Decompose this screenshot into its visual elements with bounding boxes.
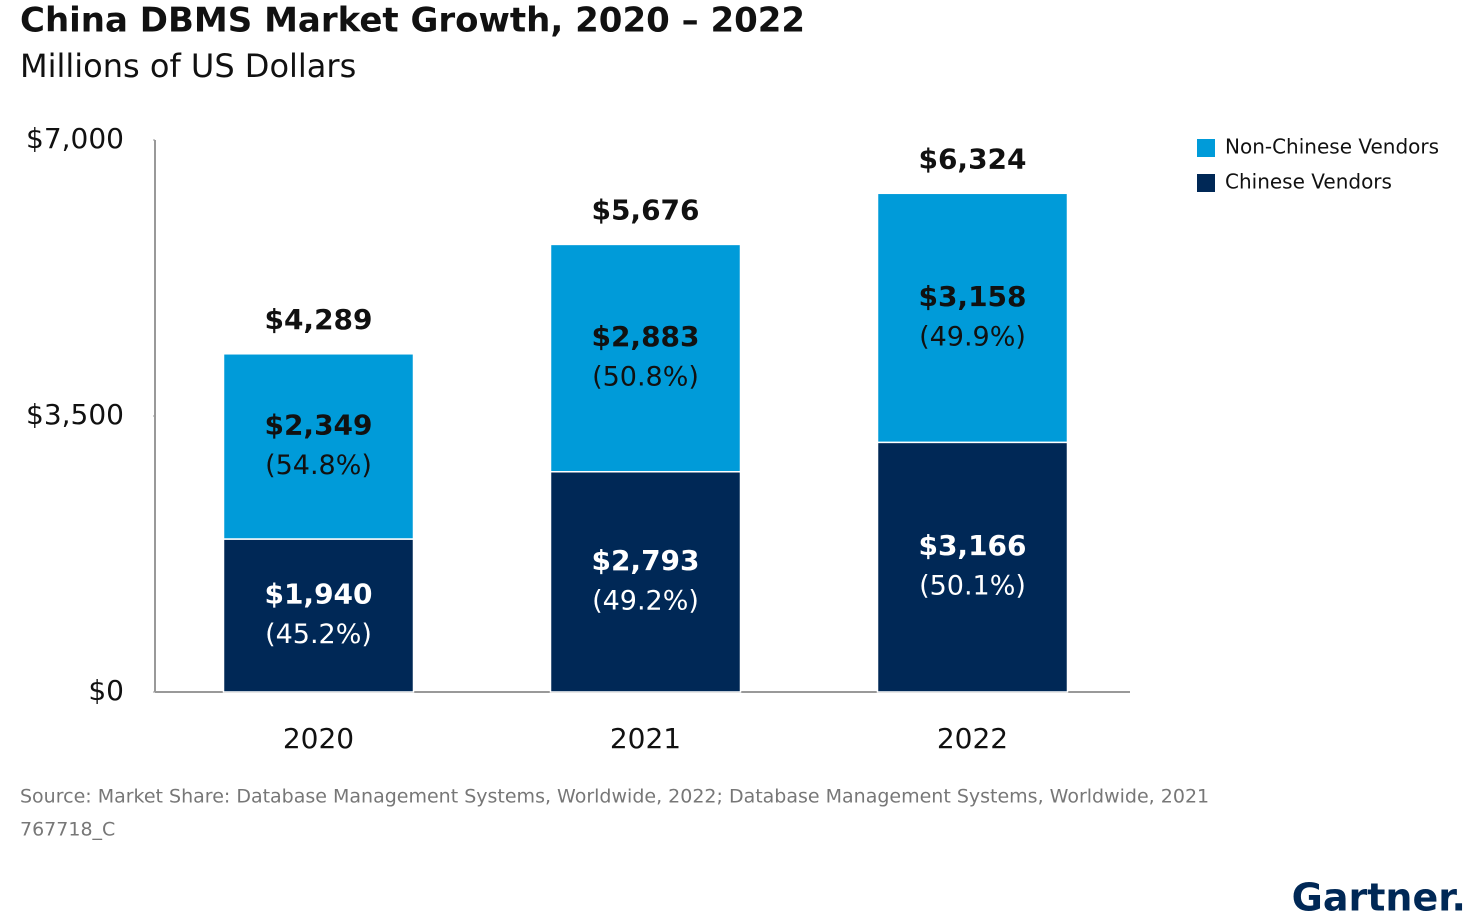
bar-segment	[876, 192, 1069, 444]
segment-value-label: $2,349	[264, 408, 372, 441]
segment-value-label: $1,940	[264, 578, 372, 611]
legend-swatch	[1197, 139, 1215, 157]
segment-percent-label: (50.1%)	[919, 571, 1026, 602]
note: 767718_C	[20, 819, 115, 841]
x-tick-label: 2020	[283, 722, 354, 755]
bar-segment	[549, 243, 742, 473]
bar-segment	[222, 353, 415, 540]
segment-percent-label: (45.2%)	[265, 619, 372, 650]
chart-title: China DBMS Market Growth, 2020 – 2022	[20, 1, 805, 41]
total-label: $5,676	[591, 193, 699, 226]
segment-percent-label: (49.9%)	[919, 321, 1026, 352]
segment-percent-label: (49.2%)	[592, 585, 699, 616]
y-tick-label: $7,000	[26, 122, 124, 155]
segment-value-label: $3,158	[918, 280, 1026, 313]
bar-segment	[222, 538, 415, 693]
segment-percent-label: (54.8%)	[265, 450, 372, 481]
bar-segment	[549, 471, 742, 693]
x-tick-label: 2021	[610, 722, 681, 755]
x-tick-label: 2022	[937, 722, 1008, 755]
legend-label: Non-Chinese Vendors	[1225, 135, 1439, 159]
brand: Gartner.	[1292, 876, 1466, 920]
y-tick-label: $3,500	[26, 398, 124, 431]
total-label: $4,289	[264, 303, 372, 336]
segment-percent-label: (50.8%)	[592, 362, 699, 393]
segment-value-label: $2,883	[591, 320, 699, 353]
legend-label: Chinese Vendors	[1225, 170, 1392, 194]
y-tick-label: $0	[88, 674, 124, 707]
legend-swatch	[1197, 174, 1215, 192]
segment-value-label: $3,166	[918, 529, 1026, 562]
chart-subtitle: Millions of US Dollars	[20, 47, 356, 85]
bar-segment	[876, 441, 1069, 693]
total-label: $6,324	[918, 142, 1026, 175]
segment-value-label: $2,793	[591, 544, 699, 577]
source: Source: Market Share: Database Managemen…	[20, 786, 1209, 808]
